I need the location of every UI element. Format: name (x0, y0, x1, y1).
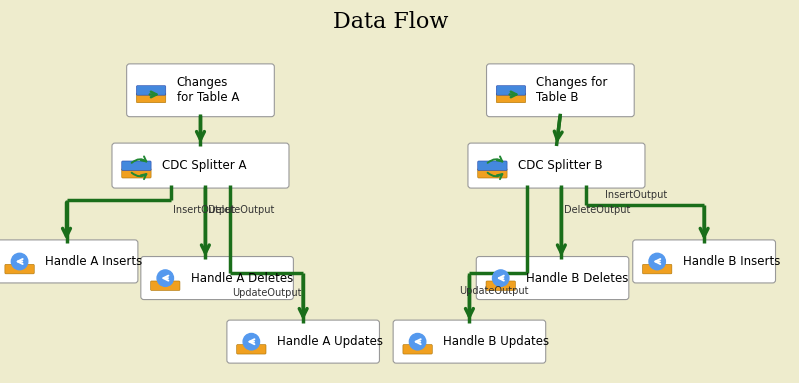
FancyBboxPatch shape (642, 264, 672, 274)
Text: Changes
for Table A: Changes for Table A (177, 76, 239, 104)
FancyBboxPatch shape (237, 345, 266, 354)
FancyBboxPatch shape (486, 281, 515, 290)
FancyBboxPatch shape (633, 240, 776, 283)
Text: UpdateOutput: UpdateOutput (459, 286, 528, 296)
Text: Handle B Inserts: Handle B Inserts (682, 255, 780, 268)
Text: Handle B Deletes: Handle B Deletes (527, 272, 629, 285)
FancyBboxPatch shape (478, 169, 507, 178)
Circle shape (492, 270, 509, 286)
Text: Handle A Deletes: Handle A Deletes (191, 272, 293, 285)
Circle shape (157, 270, 173, 286)
Text: Handle B Updates: Handle B Updates (443, 335, 549, 348)
FancyBboxPatch shape (227, 320, 380, 363)
Circle shape (243, 334, 260, 350)
FancyBboxPatch shape (487, 64, 634, 117)
FancyBboxPatch shape (127, 64, 274, 117)
Text: DeleteOutput: DeleteOutput (209, 205, 275, 214)
FancyBboxPatch shape (137, 93, 165, 103)
FancyBboxPatch shape (137, 86, 165, 95)
Circle shape (409, 334, 426, 350)
Circle shape (649, 253, 666, 270)
Text: Handle A Updates: Handle A Updates (276, 335, 383, 348)
FancyBboxPatch shape (0, 240, 138, 283)
Text: CDC Splitter B: CDC Splitter B (518, 159, 602, 172)
Text: Data Flow: Data Flow (333, 11, 448, 33)
FancyBboxPatch shape (121, 169, 151, 178)
FancyBboxPatch shape (141, 257, 293, 300)
FancyBboxPatch shape (496, 86, 526, 95)
FancyBboxPatch shape (476, 257, 629, 300)
Text: Changes for
Table B: Changes for Table B (536, 76, 608, 104)
FancyBboxPatch shape (393, 320, 546, 363)
Circle shape (11, 253, 28, 270)
FancyBboxPatch shape (468, 143, 645, 188)
FancyBboxPatch shape (403, 345, 432, 354)
FancyBboxPatch shape (150, 281, 180, 290)
Text: Handle A Inserts: Handle A Inserts (45, 255, 142, 268)
FancyBboxPatch shape (5, 264, 34, 274)
Text: CDC Splitter A: CDC Splitter A (162, 159, 246, 172)
FancyBboxPatch shape (478, 161, 507, 170)
Text: DeleteOutput: DeleteOutput (564, 205, 630, 214)
Text: InsertOutput: InsertOutput (606, 190, 668, 200)
FancyBboxPatch shape (121, 161, 151, 170)
FancyBboxPatch shape (112, 143, 289, 188)
Text: UpdateOutput: UpdateOutput (232, 288, 301, 298)
Text: InsertOutput: InsertOutput (173, 205, 236, 214)
FancyBboxPatch shape (496, 93, 526, 103)
